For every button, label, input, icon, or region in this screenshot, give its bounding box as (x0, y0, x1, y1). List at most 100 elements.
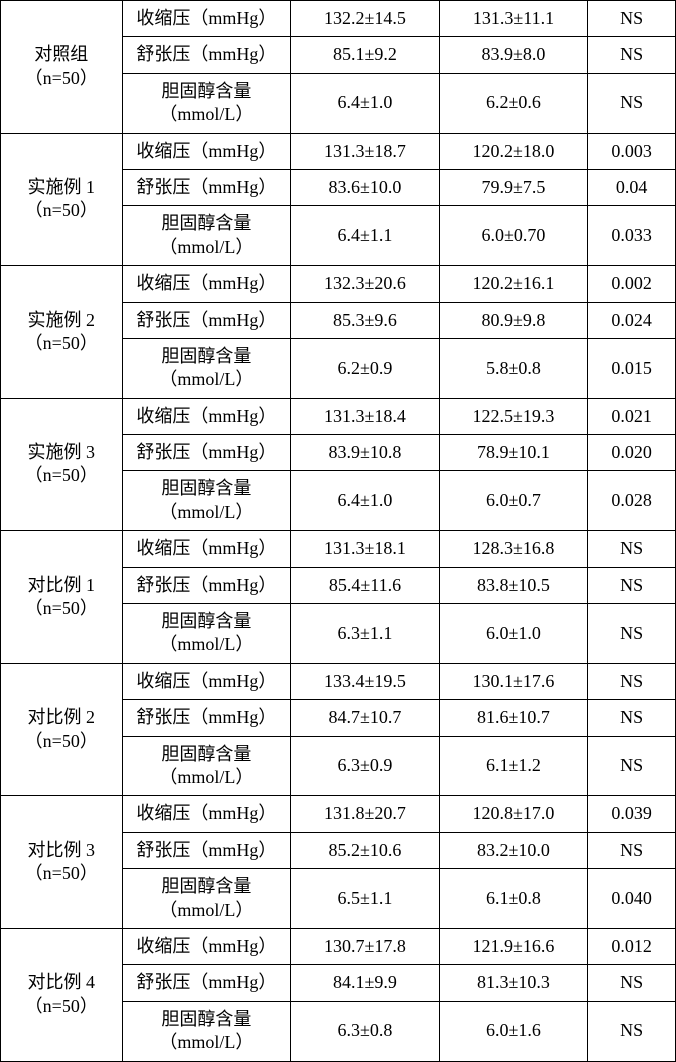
metric-label-line1: 胆固醇含量 (127, 212, 287, 235)
group-label-line2: （n=50） (5, 332, 118, 355)
value-pre: 84.1±9.9 (291, 965, 440, 1001)
value-pre: 133.4±19.5 (291, 663, 440, 699)
value-pre: 6.3±0.8 (291, 1001, 440, 1061)
metric-label: 胆固醇含量（mmol/L） (122, 338, 291, 398)
p-value: NS (588, 604, 676, 664)
metric-label: 舒张压（mmHg） (122, 965, 291, 1001)
group-label-line1: 实施例 1 (5, 176, 118, 199)
value-post: 6.0±1.6 (439, 1001, 588, 1061)
p-value: NS (588, 736, 676, 796)
value-post: 81.6±10.7 (439, 700, 588, 736)
table-row: 实施例 1（n=50）收缩压（mmHg）131.3±18.7120.2±18.0… (1, 133, 676, 169)
metric-label-line1: 胆固醇含量 (127, 1008, 287, 1031)
group-label: 对比例 3（n=50） (1, 796, 123, 929)
value-post: 131.3±11.1 (439, 1, 588, 37)
group-label-line2: （n=50） (5, 464, 118, 487)
value-pre: 6.4±1.0 (291, 471, 440, 531)
p-value: NS (588, 663, 676, 699)
value-post: 121.9±16.6 (439, 928, 588, 964)
p-value: 0.028 (588, 471, 676, 531)
table-row: 实施例 2（n=50）收缩压（mmHg）132.3±20.6120.2±16.1… (1, 266, 676, 302)
metric-label: 收缩压（mmHg） (122, 663, 291, 699)
value-post: 120.2±18.0 (439, 133, 588, 169)
metric-label: 舒张压（mmHg） (122, 302, 291, 338)
value-post: 6.0±0.70 (439, 206, 588, 266)
metric-label: 收缩压（mmHg） (122, 796, 291, 832)
value-pre: 132.3±20.6 (291, 266, 440, 302)
value-post: 83.9±8.0 (439, 37, 588, 73)
p-value: 0.002 (588, 266, 676, 302)
metric-label: 舒张压（mmHg） (122, 700, 291, 736)
value-post: 120.8±17.0 (439, 796, 588, 832)
group-label: 对比例 1（n=50） (1, 531, 123, 664)
value-pre: 131.3±18.7 (291, 133, 440, 169)
metric-label: 收缩压（mmHg） (122, 133, 291, 169)
group-label: 对比例 2（n=50） (1, 663, 123, 796)
metric-label: 胆固醇含量（mmol/L） (122, 206, 291, 266)
metric-label-line2: （mmol/L） (127, 501, 287, 524)
metric-label-line2: （mmol/L） (127, 1031, 287, 1054)
metric-label-line2: （mmol/L） (127, 633, 287, 656)
group-label-line2: （n=50） (5, 199, 118, 222)
group-label-line2: （n=50） (5, 995, 118, 1018)
p-value: NS (588, 1, 676, 37)
value-pre: 85.4±11.6 (291, 567, 440, 603)
value-pre: 83.6±10.0 (291, 169, 440, 205)
table-row: 对比例 2（n=50）收缩压（mmHg）133.4±19.5130.1±17.6… (1, 663, 676, 699)
group-label-line2: （n=50） (5, 730, 118, 753)
metric-label-line1: 胆固醇含量 (127, 743, 287, 766)
value-pre: 130.7±17.8 (291, 928, 440, 964)
metric-label: 舒张压（mmHg） (122, 169, 291, 205)
group-label: 对照组（n=50） (1, 1, 123, 134)
metric-label: 收缩压（mmHg） (122, 266, 291, 302)
table-row: 对比例 4（n=50）收缩压（mmHg）130.7±17.8121.9±16.6… (1, 928, 676, 964)
value-post: 78.9±10.1 (439, 435, 588, 471)
value-pre: 6.2±0.9 (291, 338, 440, 398)
value-post: 120.2±16.1 (439, 266, 588, 302)
value-post: 5.8±0.8 (439, 338, 588, 398)
value-post: 6.1±0.8 (439, 869, 588, 929)
p-value: NS (588, 531, 676, 567)
group-label: 实施例 3（n=50） (1, 398, 123, 531)
value-pre: 132.2±14.5 (291, 1, 440, 37)
group-label-line1: 实施例 2 (5, 309, 118, 332)
value-pre: 6.4±1.0 (291, 73, 440, 133)
value-pre: 6.3±0.9 (291, 736, 440, 796)
value-post: 83.8±10.5 (439, 567, 588, 603)
metric-label: 胆固醇含量（mmol/L） (122, 73, 291, 133)
value-pre: 6.3±1.1 (291, 604, 440, 664)
metric-label: 舒张压（mmHg） (122, 832, 291, 868)
value-post: 128.3±16.8 (439, 531, 588, 567)
metric-label: 舒张压（mmHg） (122, 37, 291, 73)
value-pre: 6.4±1.1 (291, 206, 440, 266)
metric-label: 胆固醇含量（mmol/L） (122, 1001, 291, 1061)
p-value: 0.003 (588, 133, 676, 169)
metric-label-line1: 胆固醇含量 (127, 345, 287, 368)
value-pre: 131.3±18.4 (291, 398, 440, 434)
value-pre: 131.8±20.7 (291, 796, 440, 832)
value-post: 130.1±17.6 (439, 663, 588, 699)
value-post: 6.2±0.6 (439, 73, 588, 133)
p-value: 0.033 (588, 206, 676, 266)
group-label: 对比例 4（n=50） (1, 928, 123, 1061)
metric-label-line2: （mmol/L） (127, 103, 287, 126)
group-label-line2: （n=50） (5, 597, 118, 620)
group-label-line2: （n=50） (5, 67, 118, 90)
p-value: NS (588, 567, 676, 603)
value-post: 6.1±1.2 (439, 736, 588, 796)
p-value: 0.04 (588, 169, 676, 205)
results-table: 对照组（n=50）收缩压（mmHg）132.2±14.5131.3±11.1NS… (0, 0, 676, 1062)
metric-label: 胆固醇含量（mmol/L） (122, 869, 291, 929)
p-value: 0.020 (588, 435, 676, 471)
group-label-line2: （n=50） (5, 862, 118, 885)
table-row: 对比例 1（n=50）收缩压（mmHg）131.3±18.1128.3±16.8… (1, 531, 676, 567)
group-label-line1: 对照组 (5, 43, 118, 66)
value-post: 6.0±0.7 (439, 471, 588, 531)
metric-label-line2: （mmol/L） (127, 899, 287, 922)
metric-label: 胆固醇含量（mmol/L） (122, 604, 291, 664)
group-label-line1: 实施例 3 (5, 441, 118, 464)
p-value: NS (588, 73, 676, 133)
value-post: 81.3±10.3 (439, 965, 588, 1001)
metric-label: 收缩压（mmHg） (122, 928, 291, 964)
value-pre: 85.3±9.6 (291, 302, 440, 338)
